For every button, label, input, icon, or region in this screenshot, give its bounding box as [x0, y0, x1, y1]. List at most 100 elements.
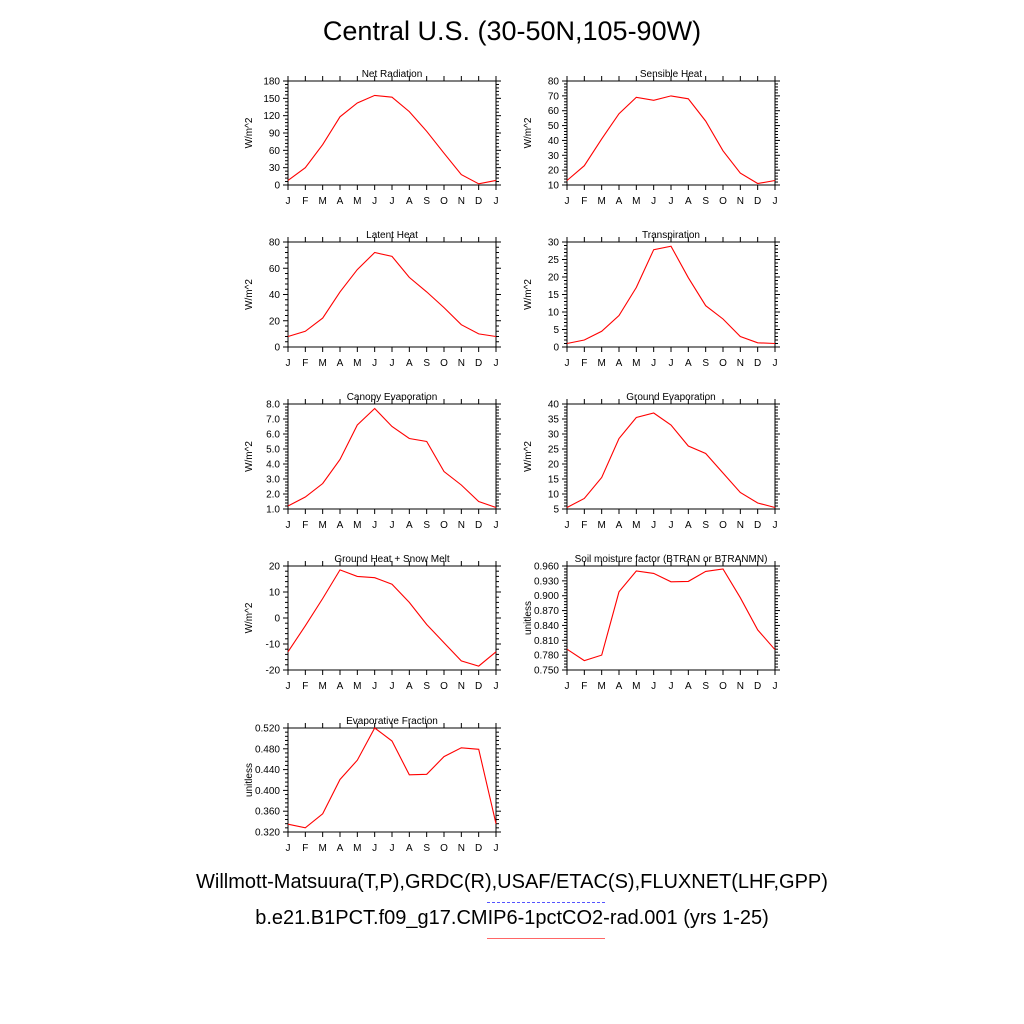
chart-title: Transpiration — [642, 230, 700, 241]
y-tick-label: 3.0 — [266, 475, 280, 486]
y-tick-label: 0.780 — [534, 651, 559, 662]
x-tick-label: A — [406, 520, 413, 531]
x-tick-label: D — [475, 681, 482, 692]
x-tick-label: F — [302, 358, 308, 369]
y-axis-label: W/m^2 — [523, 441, 534, 472]
x-tick-label: A — [337, 196, 344, 207]
y-tick-label: 0.900 — [534, 591, 559, 602]
x-tick-label: J — [565, 358, 570, 369]
x-tick-label: J — [773, 196, 778, 207]
x-tick-label: N — [737, 520, 744, 531]
x-tick-label: O — [719, 358, 727, 369]
x-tick-label: S — [423, 843, 430, 854]
y-tick-label: 40 — [269, 290, 281, 301]
x-tick-label: D — [754, 520, 761, 531]
x-tick-label: F — [581, 358, 587, 369]
y-tick-label: 15 — [548, 475, 560, 486]
y-tick-label: 0.960 — [534, 562, 559, 573]
y-tick-label: 0 — [274, 181, 280, 192]
y-tick-label: 80 — [269, 238, 281, 249]
y-tick-label: 40 — [548, 136, 560, 147]
x-tick-label: S — [702, 358, 709, 369]
y-tick-label: 60 — [269, 264, 281, 275]
y-tick-label: 30 — [548, 238, 560, 249]
plot-frame — [287, 565, 497, 671]
x-tick-label: J — [669, 196, 674, 207]
x-tick-label: A — [685, 520, 692, 531]
y-axis-label: W/m^2 — [244, 602, 255, 633]
x-tick-label: J — [651, 196, 656, 207]
x-tick-label: J — [494, 681, 499, 692]
x-tick-label: J — [651, 681, 656, 692]
obs-legend-label: Willmott-Matsuura(T,P),GRDC(R),USAF/ETAC… — [196, 871, 828, 893]
series-line — [287, 569, 497, 667]
y-tick-label: 6.0 — [266, 430, 280, 441]
y-tick-label: 10 — [548, 308, 560, 319]
x-tick-label: J — [494, 196, 499, 207]
x-tick-label: O — [719, 196, 727, 207]
x-tick-label: M — [597, 196, 605, 207]
x-tick-label: J — [372, 358, 377, 369]
plot-frame — [566, 80, 776, 186]
y-tick-label: 80 — [548, 77, 560, 88]
y-tick-label: 1.0 — [266, 505, 280, 516]
x-tick-label: J — [565, 520, 570, 531]
y-axis-label: W/m^2 — [244, 117, 255, 148]
y-tick-label: 180 — [263, 77, 280, 88]
x-tick-label: F — [581, 196, 587, 207]
x-tick-label: A — [337, 358, 344, 369]
series-line — [566, 95, 776, 185]
x-tick-label: J — [286, 681, 291, 692]
x-tick-label: D — [475, 196, 482, 207]
x-tick-label: F — [302, 520, 308, 531]
x-tick-label: J — [286, 196, 291, 207]
plot-frame — [287, 241, 497, 348]
x-tick-label: O — [719, 681, 727, 692]
y-tick-label: 0.440 — [255, 765, 280, 776]
y-tick-label: 90 — [269, 129, 281, 140]
x-tick-label: A — [616, 520, 623, 531]
x-tick-label: N — [737, 681, 744, 692]
y-tick-label: 0.810 — [534, 636, 559, 647]
x-tick-label: J — [286, 358, 291, 369]
series-line — [287, 727, 497, 829]
x-tick-label: N — [458, 843, 465, 854]
x-tick-label: J — [390, 520, 395, 531]
x-tick-label: N — [737, 196, 744, 207]
series-line — [566, 568, 776, 662]
x-tick-label: J — [773, 681, 778, 692]
x-tick-label: D — [754, 358, 761, 369]
y-tick-label: 15 — [548, 290, 560, 301]
x-tick-label: O — [440, 358, 448, 369]
y-tick-label: 10 — [548, 181, 560, 192]
x-tick-label: J — [390, 843, 395, 854]
y-axis-label: W/m^2 — [523, 117, 534, 148]
x-tick-label: S — [702, 196, 709, 207]
y-tick-label: 10 — [269, 588, 281, 599]
y-tick-label: 0.870 — [534, 606, 559, 617]
x-tick-label: M — [318, 358, 326, 369]
plot-frame — [287, 403, 497, 510]
x-tick-label: A — [406, 196, 413, 207]
x-tick-label: D — [754, 196, 761, 207]
chart-title: Ground Heat + Snow Melt — [334, 554, 450, 565]
x-tick-label: O — [440, 843, 448, 854]
x-tick-label: J — [669, 358, 674, 369]
x-tick-label: S — [702, 681, 709, 692]
x-tick-label: J — [669, 681, 674, 692]
x-tick-label: S — [423, 196, 430, 207]
y-tick-label: 20 — [548, 166, 560, 177]
x-tick-label: M — [353, 358, 361, 369]
x-tick-label: S — [702, 520, 709, 531]
x-tick-label: N — [458, 681, 465, 692]
y-tick-label: 20 — [548, 460, 560, 471]
y-tick-label: 20 — [548, 273, 560, 284]
y-tick-label: 2.0 — [266, 490, 280, 501]
x-tick-label: J — [494, 843, 499, 854]
y-tick-label: 35 — [548, 415, 560, 426]
x-tick-label: J — [773, 358, 778, 369]
x-tick-label: F — [581, 520, 587, 531]
